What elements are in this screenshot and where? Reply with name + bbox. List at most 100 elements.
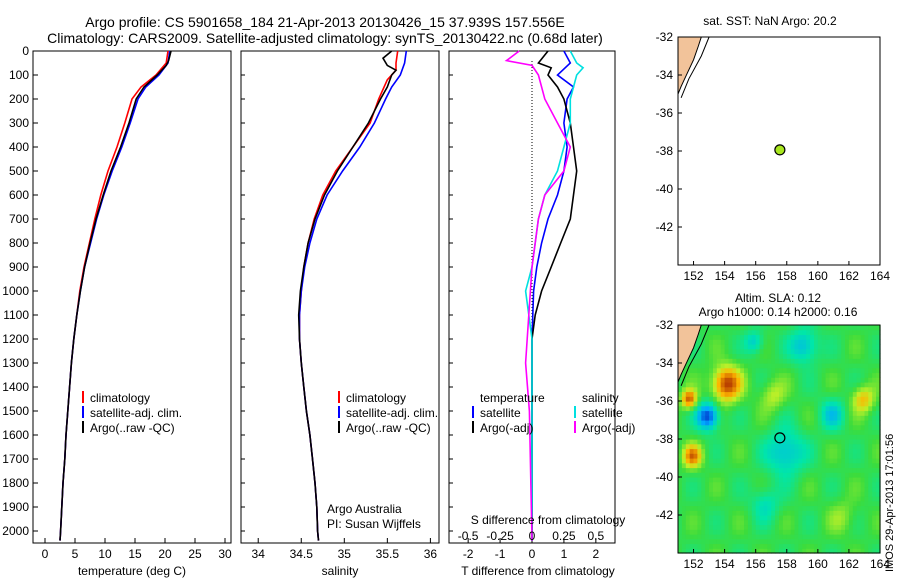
sla-cell — [751, 486, 757, 492]
sla-cell — [810, 548, 815, 554]
sla-cell — [810, 329, 815, 336]
sla-cell — [868, 481, 873, 488]
sla-cell — [771, 391, 776, 397]
sla-cell — [744, 439, 749, 445]
sla-cell — [740, 524, 745, 530]
sla-cell — [701, 543, 706, 549]
sla-cell — [701, 443, 706, 450]
sla-cell — [720, 353, 726, 359]
sla-cell — [802, 334, 807, 340]
sla-cell — [728, 358, 733, 364]
sla-cell — [786, 382, 792, 388]
sla-cell — [736, 458, 741, 464]
sla-cell — [747, 372, 753, 378]
sla-cell — [744, 372, 749, 378]
sla-cell — [868, 339, 873, 345]
sla-cell — [794, 472, 799, 478]
sla-cell — [817, 477, 823, 483]
sla-cell — [848, 543, 854, 549]
sla-cell — [786, 510, 792, 516]
sla-cell — [709, 519, 714, 526]
sla-cell — [728, 462, 733, 469]
sla-cell — [860, 386, 866, 393]
sla-cell — [802, 344, 807, 350]
sla-cell — [775, 524, 780, 530]
sla-cell — [779, 325, 784, 331]
sla-cell — [876, 486, 881, 492]
sla-cell — [685, 477, 691, 483]
sla-cell — [759, 377, 765, 383]
sla-cell — [868, 519, 873, 526]
sla-cell — [829, 515, 834, 521]
sla-cell — [860, 538, 866, 545]
sla-cell — [806, 386, 811, 393]
sla-cell — [856, 472, 862, 478]
depth-tick-label: 1900 — [2, 500, 29, 514]
sla-cell — [755, 358, 761, 364]
sla-cell — [848, 481, 854, 488]
sla-cell — [767, 434, 772, 440]
sla-cell — [728, 519, 733, 526]
sla-cell — [732, 534, 737, 540]
sla-cell — [790, 424, 796, 431]
sla-cell — [716, 524, 722, 530]
sla-cell — [876, 448, 881, 454]
sla-cell — [864, 377, 869, 383]
sla-cell — [709, 477, 714, 483]
depth-tick-label: 1300 — [2, 356, 29, 370]
sla-cell — [806, 515, 811, 521]
sla-cell — [841, 548, 846, 554]
sla-cell — [856, 510, 862, 516]
sla-cell — [744, 353, 749, 359]
sla-cell — [697, 386, 702, 393]
sla-cell — [856, 348, 862, 355]
sla-cell — [779, 386, 784, 393]
sla-cell — [833, 410, 838, 416]
sla-cell — [775, 519, 780, 526]
sla-cell — [806, 348, 811, 355]
sla-cell — [709, 329, 714, 336]
sla-cell — [709, 396, 714, 402]
sla-cell — [736, 524, 741, 530]
sla-cell — [709, 382, 714, 388]
sla-cell — [763, 529, 768, 535]
sla-cell — [845, 443, 850, 450]
sla-cell — [786, 363, 792, 369]
sla-cell — [782, 396, 788, 402]
sla-cell — [872, 453, 877, 459]
sla-cell — [814, 377, 819, 383]
sla-cell — [786, 505, 792, 511]
sla-cell — [806, 405, 811, 412]
sla-cell — [709, 429, 714, 435]
sla-cell — [713, 396, 718, 402]
sla-cell — [848, 486, 854, 492]
sla-cell — [845, 477, 850, 483]
sla-cell — [740, 353, 745, 359]
sla-cell — [845, 434, 850, 440]
sla-cell — [744, 519, 749, 526]
sla-cell — [779, 505, 784, 511]
sla-cell — [845, 496, 850, 502]
lon-tick-label: 160 — [808, 557, 828, 571]
sla-cell — [833, 429, 838, 435]
sla-cell — [763, 534, 768, 540]
sla-cell — [833, 344, 838, 350]
sla-cell — [821, 401, 827, 407]
sla-cell — [864, 510, 869, 516]
sla-cell — [810, 358, 815, 364]
sla-cell — [685, 372, 691, 378]
sla-cell — [821, 462, 827, 469]
sla-cell — [798, 515, 803, 521]
sla-cell — [744, 434, 749, 440]
sla-cell — [845, 519, 850, 526]
sla-cell — [705, 534, 710, 540]
sla-cell — [860, 534, 866, 540]
sla-cell — [759, 472, 765, 478]
sla-cell — [775, 424, 780, 431]
sla-cell — [681, 472, 687, 478]
sla-cell — [678, 505, 683, 511]
sla-cell — [751, 391, 757, 397]
sla-cell — [848, 519, 854, 526]
sla-cell — [747, 420, 753, 426]
sla-cell — [771, 429, 776, 435]
